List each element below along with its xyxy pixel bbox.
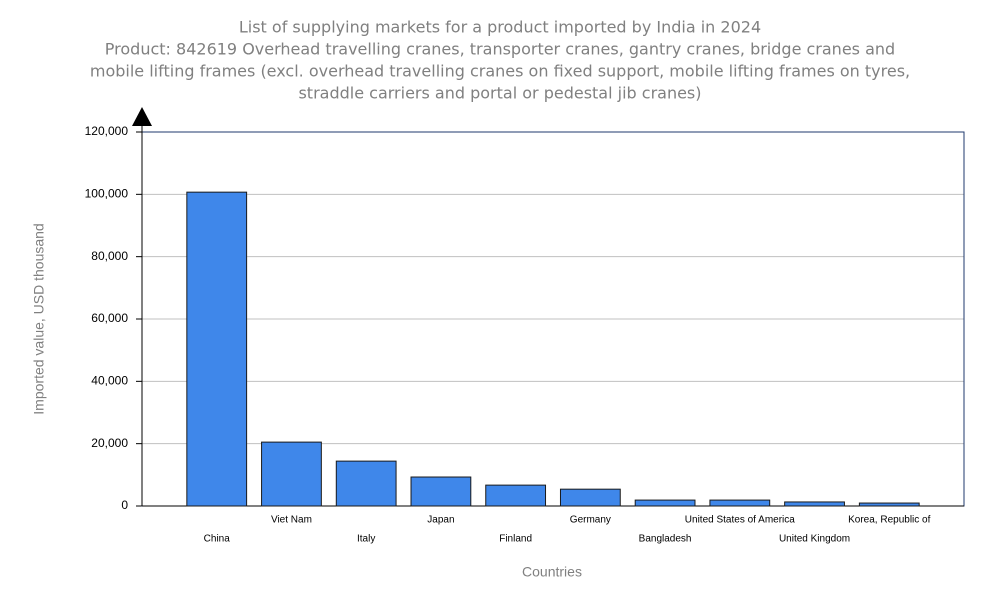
bar [784, 501, 845, 507]
y-tick-label: 120,000 [85, 124, 129, 138]
x-tick-label: Viet Nam [271, 515, 312, 526]
x-tick-label: Germany [570, 515, 611, 526]
x-tick-label: Korea, Republic of [848, 515, 930, 526]
x-tick-label: Finland [499, 534, 532, 545]
y-axis-arrow [132, 107, 152, 126]
chart-title: List of supplying markets for a product … [239, 18, 761, 37]
y-tick-label: 80,000 [91, 249, 128, 263]
y-tick-label: 100,000 [85, 187, 129, 201]
chart-title: mobile lifting frames (excl. overhead tr… [90, 62, 910, 81]
y-axis-label: Imported value, USD thousand [31, 223, 47, 414]
bar [559, 488, 621, 507]
bar [335, 460, 397, 507]
bar [709, 499, 771, 507]
chart-title: straddle carriers and portal or pedestal… [298, 84, 701, 103]
chart-title: Product: 842619 Overhead travelling cran… [105, 40, 895, 59]
x-tick-label: United States of America [685, 515, 795, 526]
bar [186, 191, 248, 507]
y-tick-label: 60,000 [91, 311, 128, 325]
x-tick-label: Japan [427, 515, 454, 526]
x-axis-label: Countries [522, 564, 582, 580]
x-tick-label: Bangladesh [639, 534, 692, 545]
bar [634, 499, 696, 507]
bar [485, 484, 547, 507]
y-tick-label: 40,000 [91, 374, 128, 388]
x-tick-label: United Kingdom [779, 534, 850, 545]
bar [858, 502, 920, 507]
x-tick-label: Italy [357, 534, 375, 545]
y-tick-label: 20,000 [91, 436, 128, 450]
bar [261, 441, 322, 507]
y-tick-label: 0 [121, 498, 128, 512]
bar [410, 476, 472, 507]
x-tick-label: China [204, 534, 231, 545]
